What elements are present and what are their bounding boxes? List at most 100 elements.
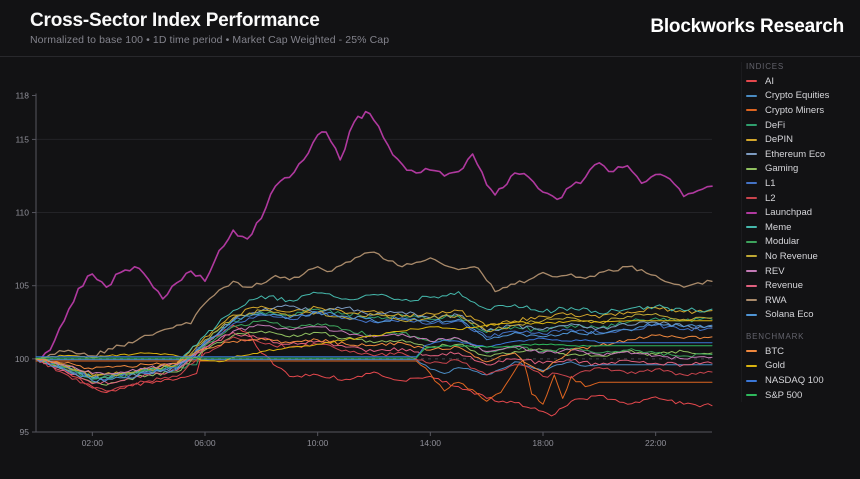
y-tick-label: 105: [15, 281, 29, 291]
legend-item-gold[interactable]: Gold: [745, 359, 857, 374]
legend-item-depin[interactable]: DePIN: [745, 132, 857, 147]
legend-swatch-icon: [746, 153, 757, 156]
legend-item-crypto-equities[interactable]: Crypto Equities: [745, 89, 857, 104]
series-line-l1: [35, 312, 713, 381]
series-line-s-p-500: [35, 343, 713, 359]
legend-panel: INDICES AI Crypto Equities Crypto Miners De…: [741, 62, 857, 403]
legend-item-label: Revenue: [765, 280, 804, 292]
legend-item-launchpad[interactable]: Launchpad: [745, 205, 857, 220]
legend-swatch-icon: [746, 270, 757, 273]
legend-item-label: Gold: [765, 360, 786, 372]
brand-logo: Blockworks Research: [650, 16, 844, 37]
legend-indices-section: INDICES AI Crypto Equities Crypto Miners De…: [745, 62, 857, 322]
y-tick-label: 100: [15, 354, 29, 364]
series-line-ai: [35, 324, 713, 417]
legend-item-label: BTC: [765, 345, 784, 357]
legend-swatch-icon: [746, 313, 757, 316]
series-line-l2: [35, 336, 713, 392]
legend-swatch-icon: [746, 226, 757, 229]
legend-swatch-icon: [746, 109, 757, 112]
legend-item-s-p-500[interactable]: S&P 500: [745, 388, 857, 403]
y-tick-label: 110: [15, 208, 29, 218]
performance-chart[interactable]: 95 100 105 110 115 118 02:00 06:00 10:00 14:00 18:…: [0, 58, 730, 479]
legend-item-label: Solana Eco: [765, 309, 814, 321]
legend-item-label: DeFi: [765, 119, 786, 131]
legend-item-label: Modular: [765, 236, 800, 248]
legend-item-label: REV: [765, 265, 785, 277]
legend-swatch-icon: [746, 138, 757, 141]
legend-item-ai[interactable]: AI: [745, 74, 857, 89]
series-line-crypto-equities: [35, 359, 713, 376]
legend-item-label: Crypto Miners: [765, 104, 825, 116]
legend-swatch-icon: [746, 94, 757, 97]
legend-item-gaming[interactable]: Gaming: [745, 162, 857, 177]
y-tick-label: 115: [15, 134, 29, 144]
series-line-rev: [35, 324, 713, 375]
x-tick-label: 10:00: [307, 438, 329, 448]
series-line-rwa: [35, 251, 713, 360]
legend-swatch-icon: [746, 284, 757, 287]
legend-swatch-icon: [746, 182, 757, 185]
legend-item-l1[interactable]: L1: [745, 176, 857, 191]
legend-item-l2[interactable]: L2: [745, 191, 857, 206]
legend-item-label: S&P 500: [765, 389, 803, 401]
y-tick-label: 95: [20, 427, 30, 437]
legend-swatch-icon: [746, 80, 757, 83]
series-line-ethereum-eco: [35, 304, 713, 380]
series-line-nasdaq-100: [35, 337, 713, 358]
legend-item-defi[interactable]: DeFi: [745, 118, 857, 133]
legend-item-rwa[interactable]: RWA: [745, 293, 857, 308]
page-subtitle: Normalized to base 100 • 1D time period …: [30, 34, 390, 46]
legend-swatch-icon: [746, 167, 757, 170]
legend-item-ethereum-eco[interactable]: Ethereum Eco: [745, 147, 857, 162]
page-title: Cross-Sector Index Performance: [30, 10, 320, 31]
legend-item-crypto-miners[interactable]: Crypto Miners: [745, 103, 857, 118]
legend-swatch-icon: [746, 124, 757, 127]
series-line-revenue: [35, 332, 713, 385]
legend-indices-title: INDICES: [746, 62, 785, 71]
chart-header: Cross-Sector Index Performance Normalize…: [0, 0, 860, 57]
legend-item-label: Meme: [765, 221, 792, 233]
legend-swatch-icon: [746, 394, 757, 397]
legend-item-revenue[interactable]: Revenue: [745, 278, 857, 293]
legend-item-label: Ethereum Eco: [765, 148, 826, 160]
x-tick-label: 18:00: [532, 438, 554, 448]
series-line-launchpad: [35, 110, 713, 360]
legend-swatch-icon: [746, 211, 757, 214]
legend-item-label: NASDAQ 100: [765, 375, 824, 387]
legend-benchmark-section: BENCHMARK BTC Gold NASDAQ 100 S&P 500: [745, 332, 857, 402]
x-tick-label: 14:00: [420, 438, 442, 448]
x-tick-label: 02:00: [82, 438, 104, 448]
legend-swatch-icon: [746, 240, 757, 243]
title-block: Cross-Sector Index Performance Normalize…: [30, 10, 389, 46]
legend-item-modular[interactable]: Modular: [745, 235, 857, 250]
legend-item-label: AI: [765, 75, 774, 87]
legend-item-label: Launchpad: [765, 207, 813, 219]
x-tick-label: 22:00: [645, 438, 667, 448]
y-tick-label: 118: [15, 91, 29, 101]
legend-swatch-icon: [746, 299, 757, 302]
series-line-crypto-miners: [35, 359, 713, 405]
legend-item-label: RWA: [765, 294, 787, 306]
x-tick-label: 06:00: [194, 438, 216, 448]
legend-item-btc[interactable]: BTC: [745, 344, 857, 359]
legend-benchmark-list: BTC Gold NASDAQ 100 S&P 500: [745, 344, 857, 402]
legend-swatch-icon: [746, 379, 757, 382]
legend-item-solana-eco[interactable]: Solana Eco: [745, 308, 857, 323]
series-line-gold: [35, 320, 713, 363]
legend-item-nasdaq-100[interactable]: NASDAQ 100: [745, 373, 857, 388]
series-line-solana-eco: [35, 311, 713, 383]
legend-item-meme[interactable]: Meme: [745, 220, 857, 235]
series-line-gaming: [35, 330, 713, 386]
legend-item-label: Crypto Equities: [765, 90, 830, 102]
legend-item-rev[interactable]: REV: [745, 264, 857, 279]
legend-indices-list: AI Crypto Equities Crypto Miners DeFi DePIN E…: [745, 74, 857, 322]
legend-item-label: DePIN: [765, 134, 793, 146]
legend-item-label: No Revenue: [765, 250, 818, 262]
legend-item-label: L1: [765, 177, 776, 189]
legend-item-no-revenue[interactable]: No Revenue: [745, 249, 857, 264]
legend-swatch-icon: [746, 364, 757, 367]
legend-item-label: L2: [765, 192, 776, 204]
legend-benchmark-title: BENCHMARK: [746, 332, 805, 342]
